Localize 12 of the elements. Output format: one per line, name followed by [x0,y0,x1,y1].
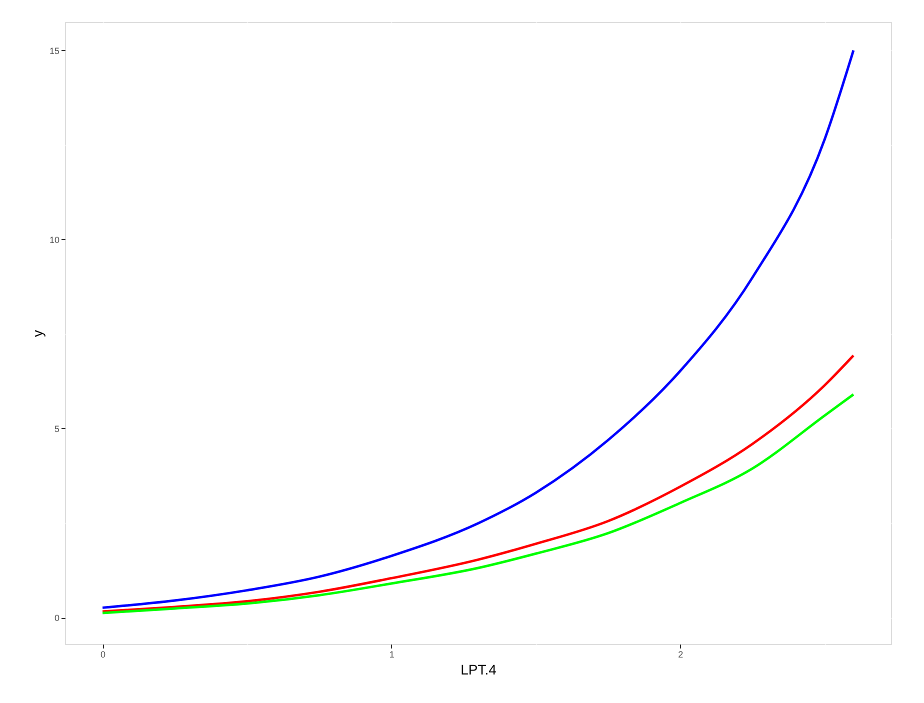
line-series [101,49,855,609]
y-tick-label: 10 [49,234,60,245]
x-tick-label: 0 [100,650,106,660]
x-axis-title: LPT.4 [460,662,497,678]
y-tick-label: 5 [54,424,60,434]
x-tick-label: 2 [678,650,684,660]
x-tick-label: 1 [389,650,394,660]
line-series [101,393,855,614]
line-series [101,354,855,613]
y-axis-title: y [29,330,46,337]
y-tick-label: 0 [54,613,60,624]
y-tick-label: 15 [49,46,60,56]
